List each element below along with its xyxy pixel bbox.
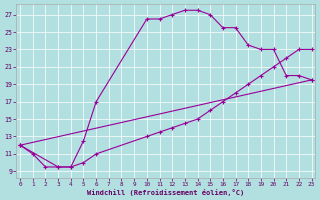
X-axis label: Windchill (Refroidissement éolien,°C): Windchill (Refroidissement éolien,°C) xyxy=(87,189,244,196)
